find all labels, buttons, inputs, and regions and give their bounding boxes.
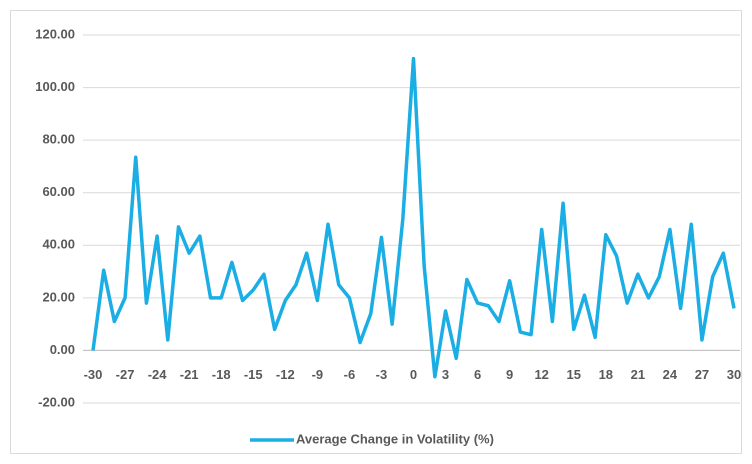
x-tick-label: -9 <box>312 367 324 382</box>
x-tick-label: 21 <box>631 367 645 382</box>
x-tick-label: 12 <box>534 367 548 382</box>
legend-label: Average Change in Volatility (%) <box>296 431 494 446</box>
x-tick-label: -21 <box>180 367 199 382</box>
x-tick-label: -18 <box>212 367 231 382</box>
x-tick-label: -30 <box>84 367 103 382</box>
x-tick-label: -6 <box>344 367 356 382</box>
x-tick-label: 0 <box>410 367 417 382</box>
x-tick-label: 27 <box>695 367 709 382</box>
x-tick-label: 18 <box>599 367 613 382</box>
x-tick-label: -3 <box>376 367 388 382</box>
x-tick-label: 6 <box>474 367 481 382</box>
y-tick-label: 40.00 <box>42 237 75 252</box>
line-series <box>91 56 736 379</box>
chart-border <box>10 10 742 454</box>
y-tick-label: 0.00 <box>50 342 75 357</box>
x-tick-label: 3 <box>442 367 449 382</box>
y-tick-label: 20.00 <box>42 289 75 304</box>
y-tick-label: 60.00 <box>42 184 75 199</box>
y-tick-label: 120.00 <box>35 26 75 41</box>
x-tick-label: 9 <box>506 367 513 382</box>
y-tick-label: 80.00 <box>42 132 75 147</box>
x-tick-label: -27 <box>116 367 135 382</box>
x-tick-label: 30 <box>727 367 741 382</box>
x-tick-label: -24 <box>148 367 168 382</box>
y-tick-label: 100.00 <box>35 79 75 94</box>
y-tick-label: -20.00 <box>38 394 75 409</box>
x-tick-label: -15 <box>244 367 263 382</box>
x-tick-label: 15 <box>567 367 581 382</box>
x-tick-label: -12 <box>276 367 295 382</box>
x-tick-label: 24 <box>663 367 678 382</box>
